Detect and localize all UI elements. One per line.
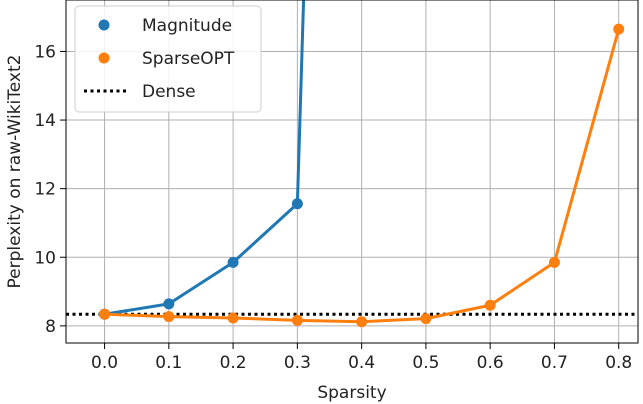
legend: Magnitude SparseOPT Dense [74,5,262,113]
data-point-sparseopt [99,308,111,320]
data-point-magnitude [291,198,303,210]
y-tick-label: 10 [34,248,56,268]
data-point-sparseopt [420,313,432,325]
legend-label-sparseopt: SparseOPT [142,49,235,69]
data-point-sparseopt [163,311,175,323]
x-tick-label: 0.0 [91,353,118,373]
x-tick-label: 0.3 [284,353,311,373]
x-tick-label: 0.5 [412,353,439,373]
data-point-sparseopt [356,316,368,328]
x-tick-label: 0.1 [155,353,182,373]
legend-label-dense: Dense [142,82,196,102]
data-point-sparseopt [484,299,496,311]
x-tick-label: 0.2 [220,353,247,373]
legend-box [74,5,262,113]
x-axis-title: Sparsity [317,383,386,403]
legend-label-magnitude: Magnitude [142,16,232,36]
y-tick-label: 8 [45,317,56,337]
data-point-sparseopt [548,256,560,268]
legend-marker-sparseopt [98,52,110,64]
x-tick-label: 0.6 [477,353,504,373]
data-point-sparseopt [291,314,303,326]
plot-frame [65,0,639,344]
data-point-magnitude [163,298,175,310]
y-tick-label: 14 [34,111,56,131]
y-axis-title: Perplexity on raw-WikiText2 [5,55,25,289]
y-tick-label: 12 [34,180,56,200]
legend-marker-magnitude [98,19,110,31]
x-tick-label: 0.4 [348,353,375,373]
y-axis: 8 10 12 14 16 [34,42,66,337]
y-tick-label: 16 [34,42,56,62]
x-axis: 0.0 0.1 0.2 0.3 0.4 0.5 0.6 0.7 0.8 [91,343,632,373]
data-point-sparseopt [613,23,625,35]
data-point-magnitude [227,256,239,268]
data-point-sparseopt [227,312,239,324]
x-tick-label: 0.8 [605,353,632,373]
x-tick-label: 0.7 [541,353,568,373]
series-group [99,0,625,328]
